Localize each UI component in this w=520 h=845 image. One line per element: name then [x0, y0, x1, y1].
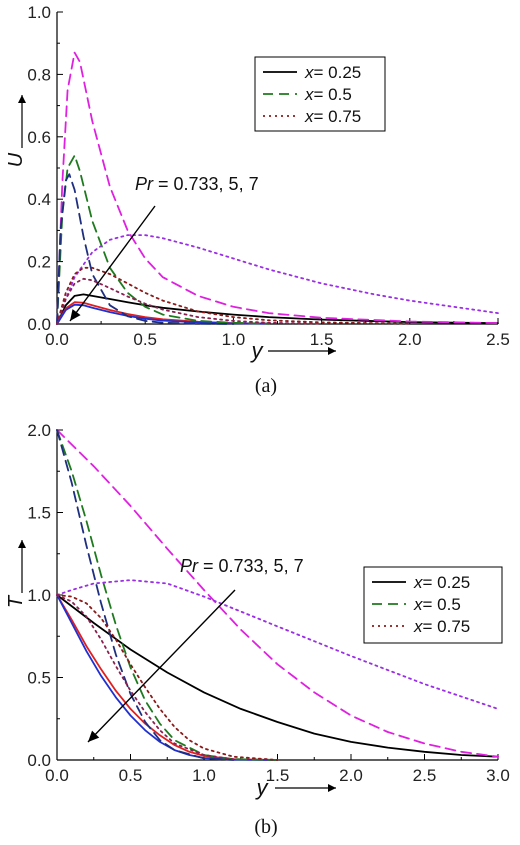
- x-tick-label: 0.0: [45, 766, 69, 785]
- x-tick-label: 0.0: [45, 330, 69, 349]
- legend-label: x= 0.5: [304, 85, 352, 104]
- y-tick-label: 1.0: [27, 586, 51, 605]
- x-tick-label: 2.5: [486, 330, 510, 349]
- x-tick-label: 1.0: [222, 330, 246, 349]
- x-label-arrowhead: [328, 784, 336, 792]
- x-tick-label: 1.5: [266, 766, 290, 785]
- legend-box: [254, 56, 386, 132]
- y-label-arrowhead: [18, 95, 26, 103]
- legend-label: x= 0.75: [304, 107, 361, 126]
- x-tick-label: 2.0: [398, 330, 422, 349]
- annotation-label: Pr = 0.733, 5, 7: [135, 174, 259, 194]
- legend-box: [363, 566, 503, 644]
- x-tick-label: 1.0: [192, 766, 216, 785]
- panel-caption: (b): [254, 816, 277, 838]
- series-line-x0.75-pr7: [56, 277, 323, 325]
- series-line-x0.5-pr7: [56, 429, 235, 761]
- series-line-x0.25-pr0.733: [56, 594, 499, 758]
- y-tick-label: 0.0: [27, 751, 51, 770]
- legend-label: x= 0.25: [304, 63, 361, 82]
- annotation-arrowhead: [70, 309, 81, 321]
- y-tick-label: 2.0: [27, 421, 51, 440]
- series-line-x0.75-pr5: [56, 594, 279, 761]
- y-tick-label: 1.5: [27, 504, 51, 523]
- series-line-x0.75-pr5: [56, 266, 411, 325]
- x-tick-label: 3.0: [486, 766, 510, 785]
- x-tick-label: 0.5: [119, 766, 143, 785]
- y-label-arrowhead: [18, 540, 26, 548]
- x-tick-label: 0.5: [133, 330, 157, 349]
- x-axis-label: y: [255, 775, 270, 800]
- panel-a: 0.0 0.5 1.0 1.5 2.0 2.5 0.0 0.2 0.4 0.6 0.8 1.0 Uy x=…: [5, 3, 510, 397]
- legend-label: x= 0.25: [413, 573, 470, 592]
- y-axis-label: U: [5, 152, 27, 167]
- y-tick-label: 0.4: [27, 190, 51, 209]
- y-tick-label: 0.0: [27, 315, 51, 334]
- annotation-arrow: [69, 205, 156, 322]
- legend-label: x= 0.75: [413, 617, 470, 636]
- legend-label: x= 0.5: [413, 595, 461, 614]
- x-tick-label: 2.5: [413, 766, 437, 785]
- series-line-x0.25-pr5: [56, 594, 279, 761]
- y-tick-label: 1.0: [27, 3, 51, 22]
- panel-b: 0.0 0.5 1.0 1.5 2.0 2.5 3.0 0.0 0.5 1.0 1.5 2.0 Ty x=…: [5, 421, 510, 838]
- y-tick-label: 0.6: [27, 128, 51, 147]
- series-line-x0.5-pr0.733: [56, 429, 499, 758]
- annotation-arrow: [87, 589, 236, 743]
- y-tick-label: 0.8: [27, 65, 51, 84]
- series-line-x0.75-pr7: [56, 594, 235, 761]
- annotation-label: Pr = 0.733, 5, 7: [180, 556, 304, 576]
- y-tick-label: 0.2: [27, 253, 51, 272]
- annotation-arrowhead: [88, 730, 100, 742]
- series-line-x0.75-pr0.733: [56, 579, 499, 710]
- y-tick-label: 0.5: [27, 669, 51, 688]
- series-line-x0.5-pr7: [56, 173, 235, 325]
- x-label-arrowhead: [328, 347, 336, 355]
- series-line-x0.5-pr0.733: [56, 51, 499, 325]
- y-axis-label: T: [5, 594, 27, 608]
- series-line-x0.25-pr7: [56, 303, 270, 325]
- x-tick-label: 2.0: [339, 766, 363, 785]
- panel-caption: (a): [255, 375, 277, 397]
- x-tick-label: 1.5: [310, 330, 334, 349]
- series-line-x0.25-pr0.733: [56, 293, 499, 325]
- x-axis-label: y: [250, 338, 265, 363]
